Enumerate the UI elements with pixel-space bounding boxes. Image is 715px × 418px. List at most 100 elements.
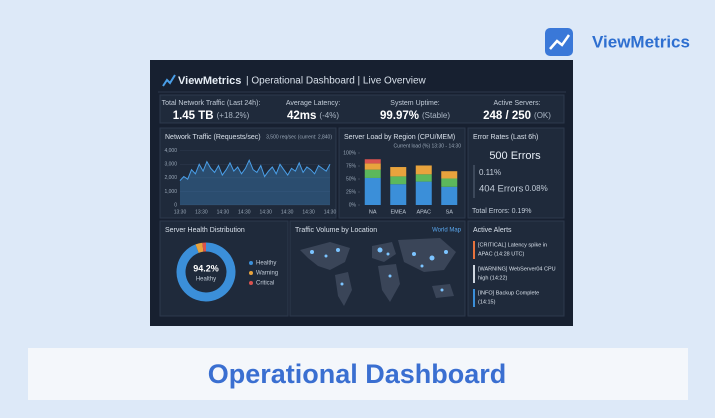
kpi-number: 99.97% xyxy=(380,110,419,122)
map-dots xyxy=(310,247,448,292)
x-tick-label: 14:30 xyxy=(259,209,272,215)
bar-segment xyxy=(415,181,432,205)
map-dot xyxy=(429,255,435,261)
line-area xyxy=(180,160,330,205)
y-tick-label: 100% xyxy=(343,150,356,156)
x-tick-label: EMEA xyxy=(390,209,406,215)
bar-segment xyxy=(364,159,381,164)
map-link: World Map xyxy=(432,228,462,234)
y-tick-label: 4,000 xyxy=(164,148,177,154)
map-dot xyxy=(340,282,344,286)
kpi-value: 42ms (-4%) xyxy=(287,110,339,122)
legend-label: Critical xyxy=(256,281,274,287)
legend-label: Warning xyxy=(256,271,278,277)
y-tick-label: 3,000 xyxy=(164,162,177,168)
map-dot xyxy=(444,250,448,254)
map-dot xyxy=(388,274,392,278)
alert-text: [INFO] Backup Complete xyxy=(478,290,539,296)
error-500: 500 Errors xyxy=(489,150,541,162)
x-tick-label: 14:30 xyxy=(217,209,230,215)
alert-bar xyxy=(473,265,475,283)
bar-segment xyxy=(390,184,407,205)
traffic-panel xyxy=(159,127,337,219)
chart-note: 3,500 req/sec (current: 2,840) xyxy=(266,134,332,140)
x-tick-label: SA xyxy=(446,209,454,215)
y-tick-label: 25% xyxy=(346,189,357,195)
footer-band xyxy=(28,348,688,400)
kpi-panel xyxy=(159,94,565,124)
y-tick-label: 1,000 xyxy=(164,189,177,195)
x-tick-label: 14:30 xyxy=(324,209,337,215)
alert-text: (14:15) xyxy=(478,299,496,305)
dash-brand: ViewMetrics xyxy=(178,75,241,87)
y-tick-label: 0% xyxy=(349,202,357,208)
x-tick-label: 13:30 xyxy=(174,209,187,215)
brand-name: ViewMetrics xyxy=(592,32,690,51)
bar-segment xyxy=(390,167,407,177)
kpi-delta: (OK) xyxy=(534,111,551,120)
dash-logo xyxy=(162,74,176,87)
x-tick-label: 14:30 xyxy=(302,209,315,215)
kpi-number: 1.45 TB xyxy=(173,110,214,122)
kpi-number: 248 / 250 xyxy=(483,110,531,122)
bar-segment xyxy=(415,174,432,182)
bar-segment xyxy=(364,177,381,205)
kpi-delta: (Stable) xyxy=(422,111,450,120)
alert-bar xyxy=(473,241,475,259)
alert-text: [CRITICAL] Latency spike in xyxy=(478,242,547,248)
x-tick-label: 14:30 xyxy=(238,209,251,215)
bar-segment xyxy=(441,171,458,179)
kpi-delta: (-4%) xyxy=(319,111,339,120)
error-404: 404 Errors xyxy=(479,184,524,195)
panel-title: Network Traffic (Requests/sec) xyxy=(165,134,261,141)
kpi-value: 248 / 250 (OK) xyxy=(483,110,551,122)
footer-title: Operational Dashboard xyxy=(208,359,507,389)
map-dot xyxy=(377,247,383,253)
continent xyxy=(378,264,400,302)
kpi-label: Active Servers: xyxy=(493,100,540,107)
map-dot xyxy=(440,288,444,292)
donut-label: Healthy xyxy=(196,277,216,283)
kpi-number: 42ms xyxy=(287,110,316,122)
continent xyxy=(372,242,396,262)
errors-panel xyxy=(467,127,565,219)
bar-segment xyxy=(364,163,381,170)
kpi-value: 99.97% (Stable) xyxy=(380,110,450,122)
bar-segment xyxy=(415,165,432,175)
map-dot xyxy=(310,250,314,254)
bar-segment xyxy=(364,169,381,178)
line-series xyxy=(179,158,331,181)
continent xyxy=(335,272,352,306)
logo-glyph xyxy=(549,34,571,50)
bar-segment xyxy=(390,176,407,185)
kpi-delta: (+18.2%) xyxy=(217,111,250,120)
panel-title: Traffic Volume by Location xyxy=(295,227,377,234)
legend-swatch xyxy=(249,271,253,275)
bar-segment xyxy=(441,178,458,187)
donut-slice xyxy=(195,242,204,253)
panels xyxy=(159,94,565,317)
y-tick-label: 75% xyxy=(346,163,357,169)
alert-text: APAC (14:28 UTC) xyxy=(478,251,525,257)
dash-title: | Operational Dashboard | Live Overview xyxy=(246,76,427,87)
panel-title: Server Load by Region (CPU/MEM) xyxy=(344,134,455,141)
map-dot xyxy=(412,252,416,256)
kpi-value: 1.45 TB (+18.2%) xyxy=(173,110,250,122)
x-tick-label: APAC xyxy=(416,209,431,215)
map-dot xyxy=(336,248,340,252)
alert-text: high (14:22) xyxy=(478,275,508,281)
donut-slice xyxy=(176,242,236,302)
alert-bar xyxy=(473,289,475,307)
panel-title: Active Alerts xyxy=(473,227,512,234)
kpi-label: System Uptime: xyxy=(390,100,439,107)
map-dot xyxy=(386,252,390,256)
error-total: Total Errors: 0.19% xyxy=(472,208,532,215)
y-tick-label: 50% xyxy=(346,176,357,182)
bar-segment xyxy=(441,186,458,205)
x-tick-label: 14:30 xyxy=(281,209,294,215)
error-500-rate: 0.11% xyxy=(479,168,501,177)
continent xyxy=(398,238,456,272)
panel-title: Server Health Distribution xyxy=(165,227,245,234)
